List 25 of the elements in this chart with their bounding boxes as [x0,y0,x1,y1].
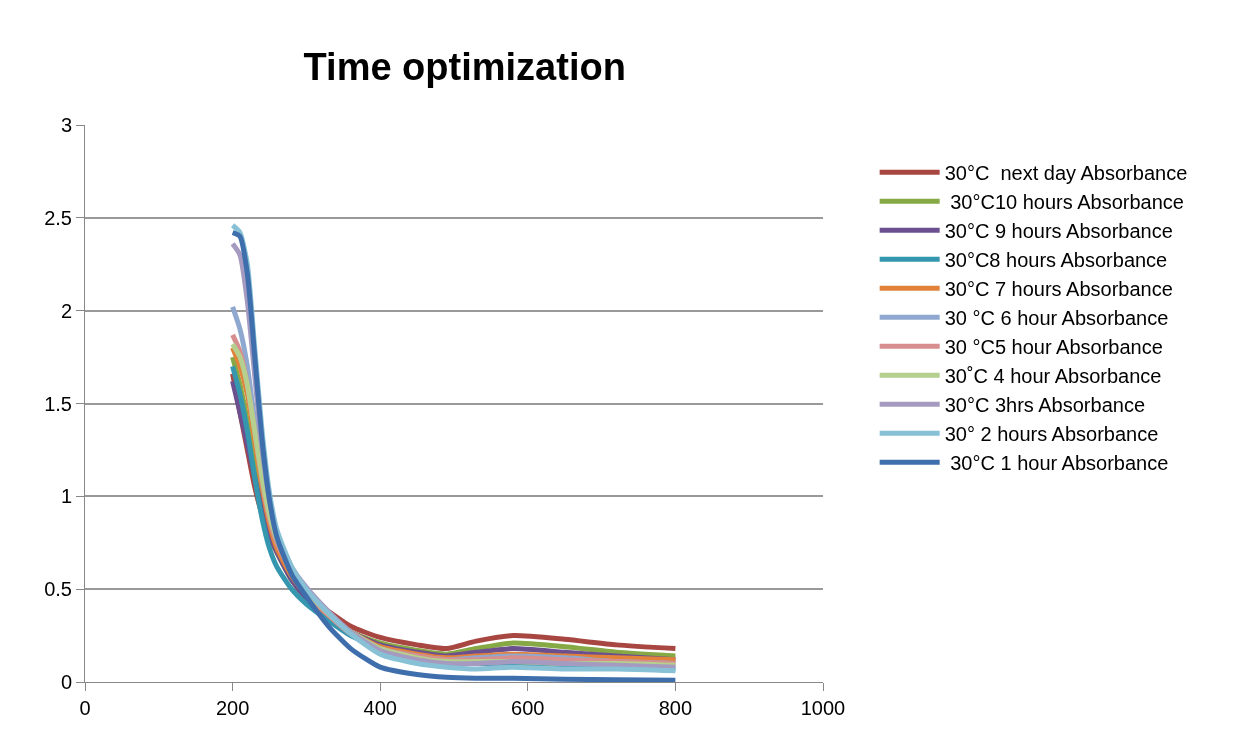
y-tick-label: 0 [60,671,72,693]
legend-label: 30 °C5 hour Absorbance [944,336,1163,359]
legend-label: 30°C8 hours Absorbance [944,249,1168,272]
y-tick-label: 3 [60,114,72,136]
legend-label: 30 °C 6 hour Absorbance [944,307,1169,330]
y-tick-label: 2 [60,299,72,322]
x-tick-label: 0 [79,697,91,719]
y-tick-label: 2.5 [44,206,72,229]
legend-label: 30˚C 4 hour Absorbance [944,365,1162,388]
legend-label: 30°C 7 hours Absorbance [944,278,1173,301]
y-tick-label: 1 [60,485,72,508]
y-tick-label: 0.5 [44,578,72,601]
x-tick-label: 800 [658,697,693,719]
legend-label: 30°C10 hours Absorbance [944,191,1184,214]
legend-label: 30° 2 hours Absorbance [944,423,1159,446]
x-tick-label: 200 [215,697,250,719]
legend-label: 30°C 9 hours Absorbance [944,220,1173,243]
x-tick-label: 400 [363,697,397,719]
chart-title: Time optimization [303,45,626,88]
legend-label: 30°C 3hrs Absorbance [944,394,1145,417]
legend-label: 30°C 1 hour Absorbance [944,452,1169,475]
x-tick-label: 600 [511,697,545,719]
legend-label: 30°C next day Absorbance [944,162,1188,185]
x-tick-label: 1000 [800,697,846,719]
y-tick-label: 1.5 [44,392,72,415]
